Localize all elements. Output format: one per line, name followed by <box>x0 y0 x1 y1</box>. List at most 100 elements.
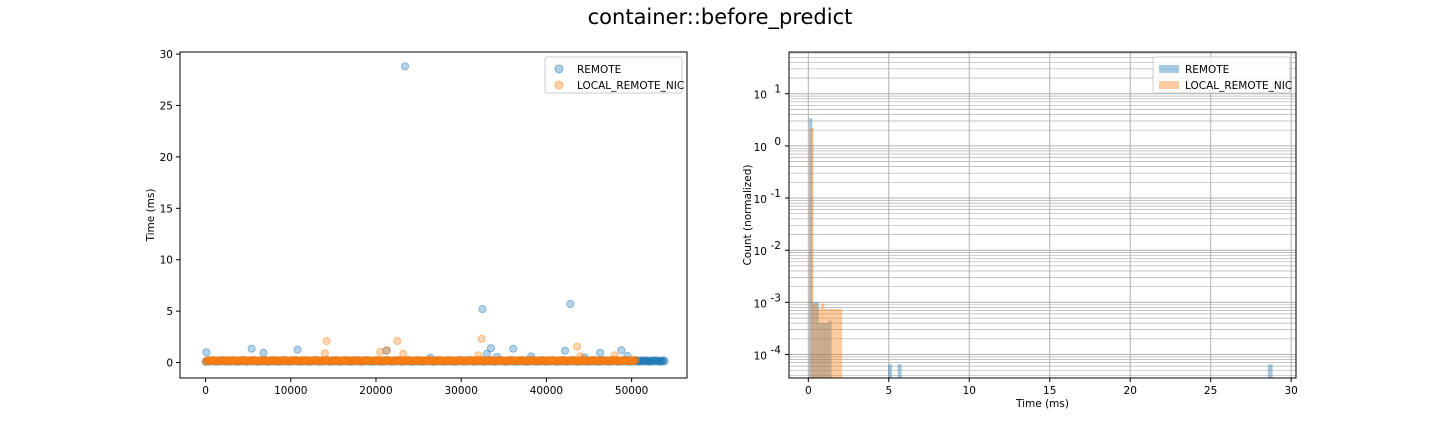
scatter-point <box>286 357 295 366</box>
scatter-point <box>628 356 638 365</box>
hist-bar <box>835 308 839 378</box>
scatter-point <box>358 356 367 365</box>
scatter-point <box>630 356 640 365</box>
scatter-point <box>319 356 328 365</box>
legend: REMOTE LOCAL_REMOTE_NIC <box>1152 56 1292 94</box>
scatter-point <box>421 356 430 365</box>
scatter-point <box>468 356 477 365</box>
scatter-point <box>307 357 316 366</box>
scatter-point <box>209 357 219 366</box>
scatter-point <box>482 349 491 358</box>
scatter-point <box>474 351 483 360</box>
scatter-point <box>322 336 331 346</box>
scatter-point <box>377 357 386 366</box>
scatter-point <box>624 357 633 366</box>
scatter-point <box>413 357 422 366</box>
scatter-point <box>209 356 219 366</box>
scatter-point <box>319 355 328 365</box>
scatter-point <box>354 357 363 366</box>
scatter-point <box>264 357 273 366</box>
scatter-point <box>369 357 378 366</box>
scatter-point <box>490 357 499 366</box>
scatter-point <box>414 356 423 365</box>
scatter-point <box>523 356 532 365</box>
scatter-point <box>655 357 664 366</box>
scatter-point <box>272 356 281 365</box>
scatter-point <box>295 356 304 365</box>
scatter-point <box>557 357 566 366</box>
scatter-point <box>364 356 373 366</box>
scatter-point <box>299 357 309 366</box>
scatter-point <box>642 357 652 366</box>
scatter-point <box>627 356 637 366</box>
scatter-point <box>219 355 228 364</box>
scatter-point <box>394 356 403 365</box>
scatter-point <box>283 357 293 366</box>
scatter-point <box>332 355 341 364</box>
scatter-point <box>212 356 221 365</box>
scatter-point <box>578 357 587 366</box>
scatter-point <box>361 357 370 366</box>
scatter-point <box>585 357 595 366</box>
scatter-point <box>273 357 282 366</box>
scatter-point <box>468 356 477 365</box>
scatter-point <box>657 357 667 366</box>
scatter-point <box>360 355 369 365</box>
scatter-point <box>515 356 524 365</box>
scatter-point <box>510 357 520 366</box>
scatter-point <box>369 357 378 366</box>
scatter-point <box>407 357 416 366</box>
scatter-point <box>329 355 339 365</box>
scatter-point <box>425 356 434 365</box>
scatter-point <box>444 357 453 366</box>
scatter-point <box>625 357 634 366</box>
scatter-point <box>448 357 458 366</box>
scatter-point <box>615 356 625 365</box>
y-tick-label: 10 <box>754 90 767 102</box>
scatter-point <box>586 356 595 366</box>
scatter-point <box>249 356 258 365</box>
scatter-point <box>491 357 500 366</box>
scatter-point <box>249 356 258 365</box>
scatter-point <box>261 357 270 366</box>
scatter-point <box>554 357 564 366</box>
hist-bar <box>897 364 902 378</box>
scatter-point <box>370 356 379 366</box>
legend-marker-1 <box>554 80 564 90</box>
scatter-point <box>324 356 333 365</box>
scatter-point <box>607 356 616 365</box>
scatter-point <box>400 357 409 366</box>
scatter-point <box>334 356 343 365</box>
scatter-point <box>593 357 602 366</box>
scatter-point <box>270 356 279 365</box>
scatter-point <box>502 356 511 365</box>
scatter-point <box>597 356 607 365</box>
scatter-point <box>342 356 351 365</box>
scatter-point <box>423 357 432 366</box>
scatter-point <box>273 357 282 366</box>
scatter-point <box>337 356 346 365</box>
scatter-point <box>318 356 327 365</box>
scatter-point <box>346 356 355 365</box>
scatter-point <box>308 356 317 366</box>
scatter-point <box>574 356 583 365</box>
scatter-point <box>561 356 570 365</box>
scatter-point <box>553 356 563 365</box>
scatter-point <box>444 357 453 366</box>
scatter-point <box>499 356 508 365</box>
scatter-point <box>449 356 459 365</box>
scatter-point <box>202 348 211 357</box>
scatter-point <box>312 356 321 365</box>
scatter-point <box>562 357 571 366</box>
scatter-point <box>288 355 297 365</box>
scatter-point <box>484 355 493 365</box>
scatter-point <box>415 355 424 364</box>
scatter-point <box>576 352 585 361</box>
scatter-point <box>464 357 473 366</box>
scatter-point <box>482 357 491 366</box>
scatter-point <box>251 357 260 366</box>
scatter-point <box>626 356 635 365</box>
scatter-point <box>272 356 281 365</box>
scatter-point <box>569 355 579 364</box>
scatter-point <box>306 356 315 365</box>
